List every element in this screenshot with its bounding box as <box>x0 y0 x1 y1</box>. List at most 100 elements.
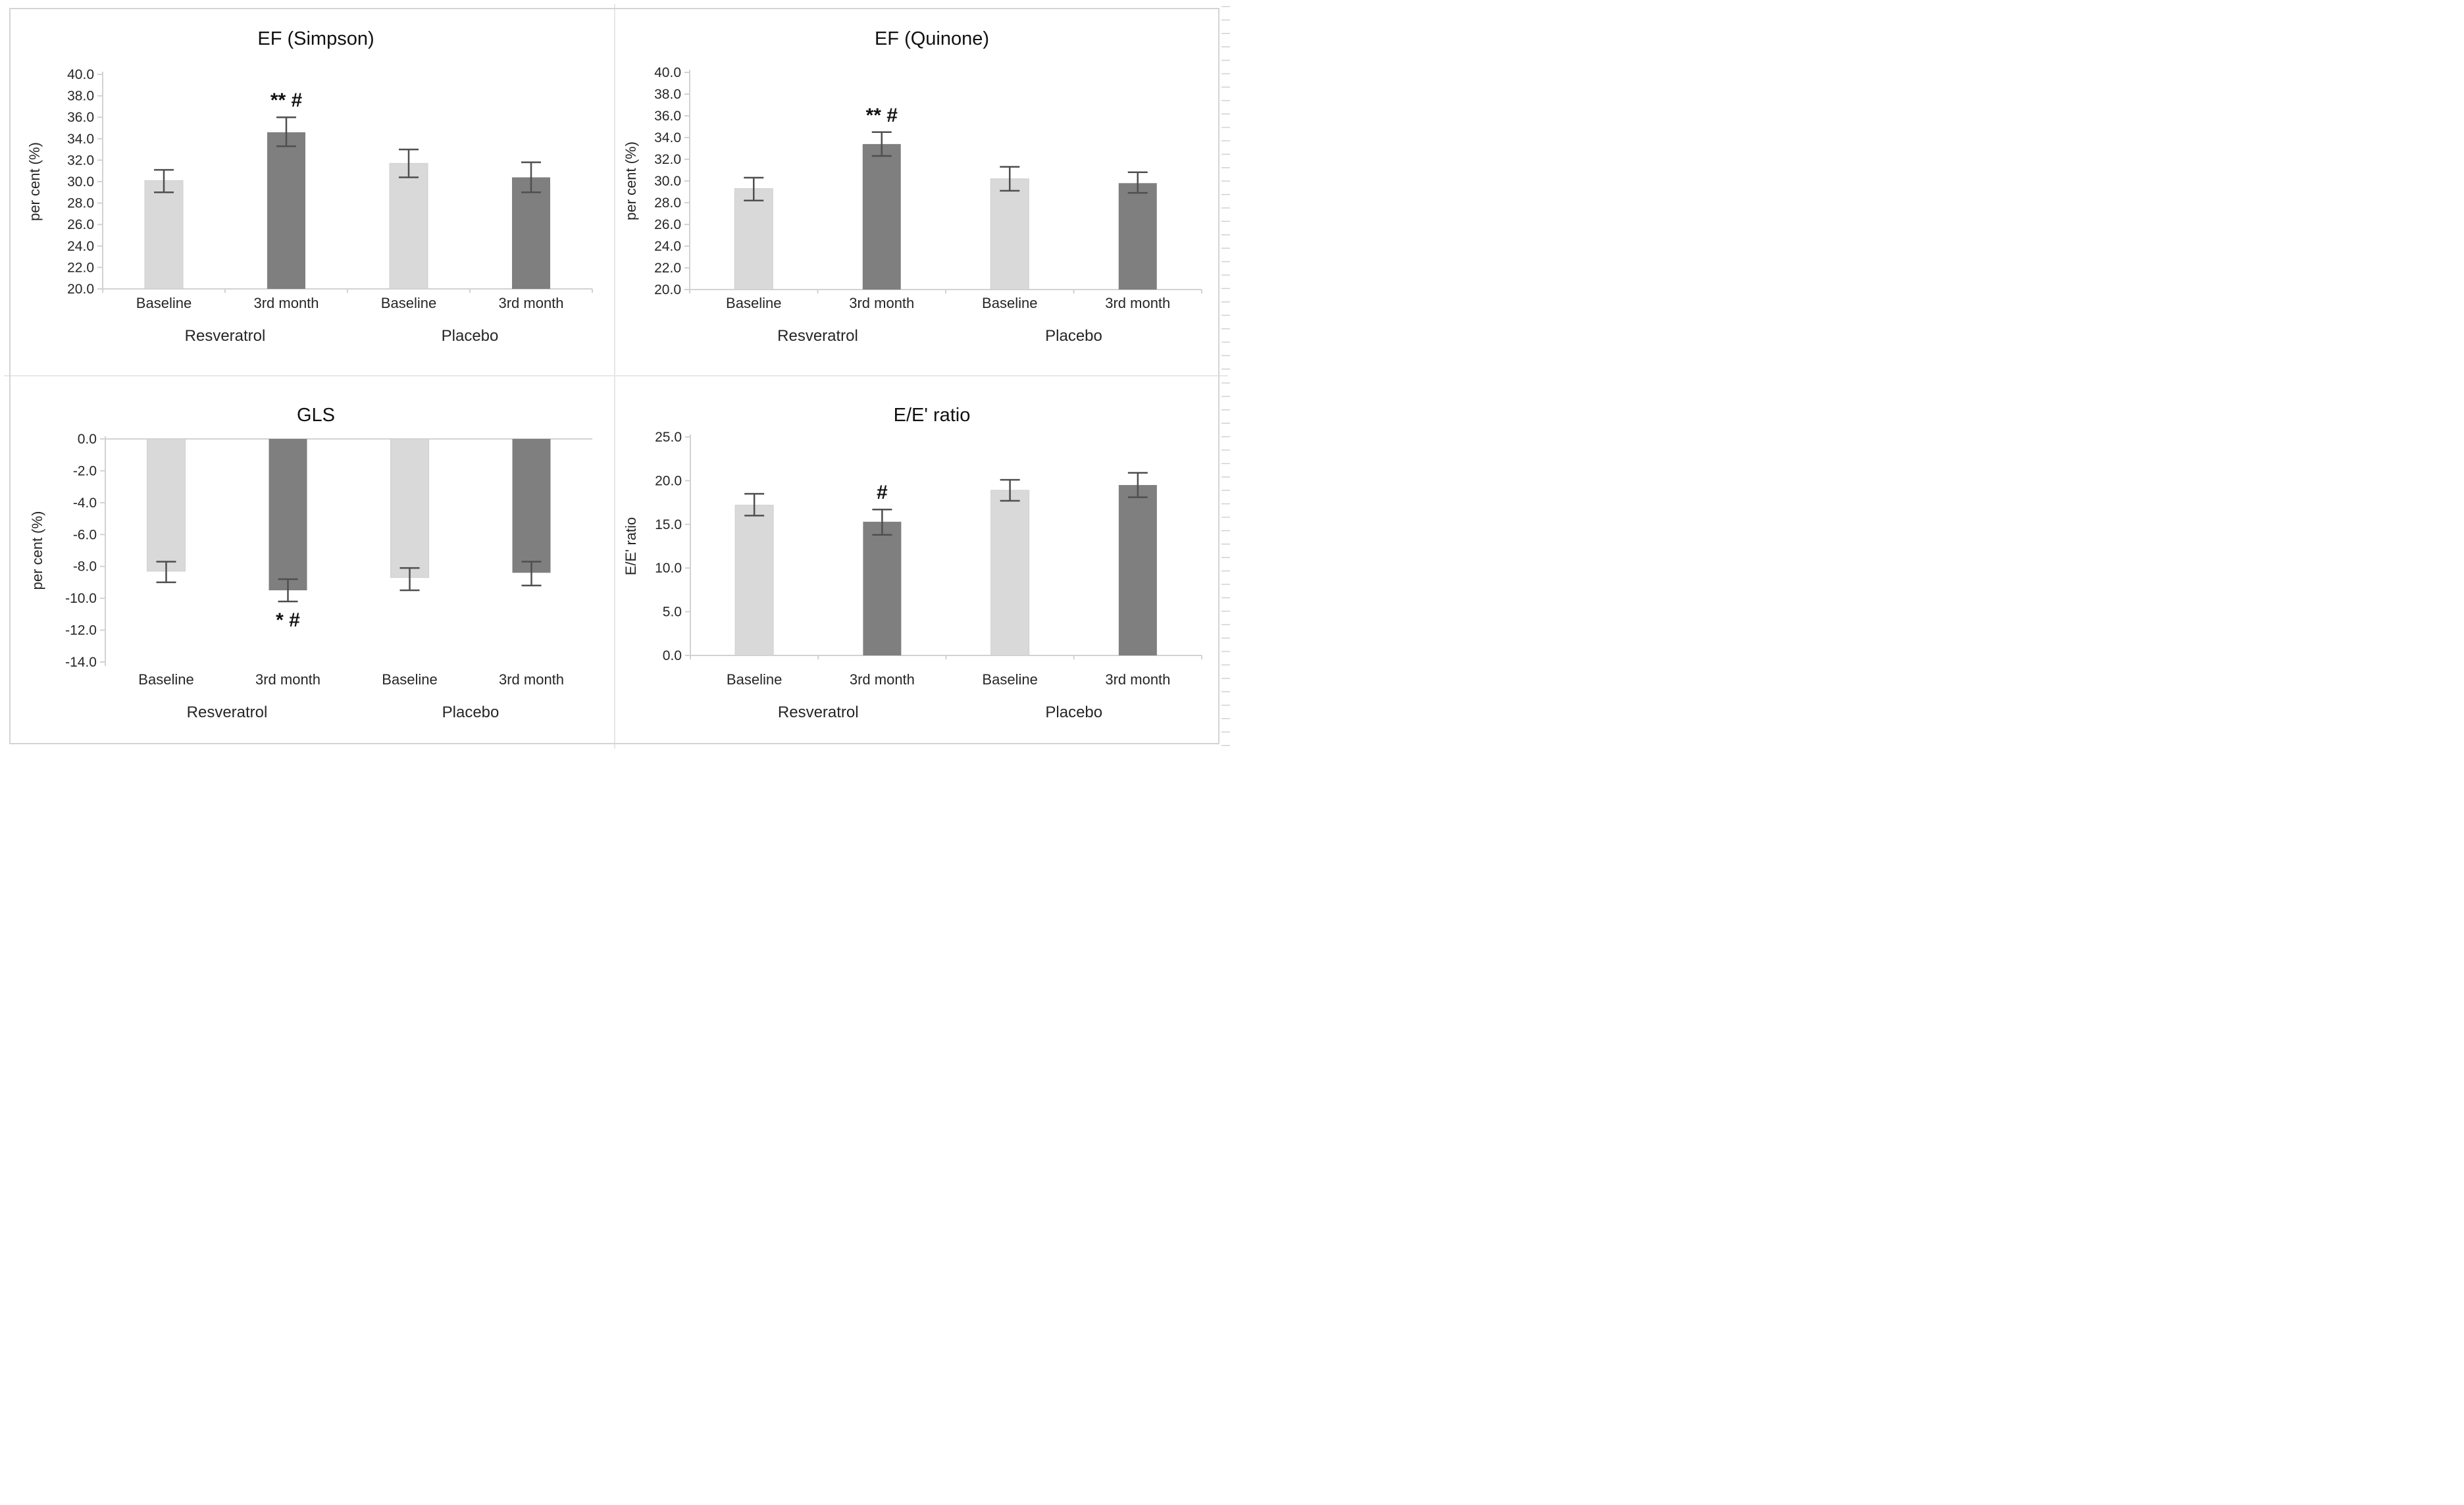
ee-ratio-chart: E/E' ratio E/E' ratio 25.0 20.0 15.0 10.0 5.0 0… <box>623 382 1230 746</box>
ef-simpson-chart: EF (Simpson) per cent (%) 40.0 38.0 36.0 34.0… <box>26 28 593 345</box>
y-tick-label: 30.0 <box>654 174 681 189</box>
y-tick-label: 32.0 <box>654 152 681 167</box>
y-tick-label: 10.0 <box>655 561 682 576</box>
y-tick-label: 20.0 <box>67 282 94 297</box>
y-tick-label: 32.0 <box>67 153 94 168</box>
category-label: 3rd month <box>849 295 914 311</box>
significance-annotation: * # <box>276 609 300 631</box>
chart-panel-ef-simpson: EF (Simpson) per cent (%) 40.0 38.0 36.0 34.0… <box>0 0 616 376</box>
category-label: 3rd month <box>850 671 915 688</box>
bar-baseline <box>734 188 773 290</box>
y-tick-label: 24.0 <box>654 239 681 254</box>
y-tick-label: 22.0 <box>654 261 681 276</box>
bar-3rd-month <box>1118 485 1157 655</box>
category-label: 3rd month <box>253 295 319 311</box>
bar-baseline <box>990 490 1030 656</box>
bar-3rd-month <box>269 439 307 591</box>
category-label: Baseline <box>382 671 437 688</box>
category-label: Baseline <box>136 295 192 311</box>
group-label-placebo: Placebo <box>1045 703 1102 721</box>
bar-3rd-month <box>267 132 305 289</box>
category-label: 3rd month <box>499 671 564 688</box>
bar-baseline <box>144 180 184 290</box>
y-axis-title: per cent (%) <box>623 141 639 220</box>
group-label-placebo: Placebo <box>442 703 500 721</box>
chart-title: GLS <box>297 405 335 426</box>
bar-baseline <box>389 163 428 290</box>
significance-annotation: # <box>877 482 888 503</box>
bar-baseline <box>734 505 774 656</box>
figure-panel-grid: EF (Simpson) per cent (%) 40.0 38.0 36.0 34.0… <box>0 0 1232 753</box>
y-tick-label: 28.0 <box>67 196 94 211</box>
category-label: Baseline <box>727 671 782 688</box>
panel-divider-vertical <box>614 4 615 749</box>
ef-quinone-chart: EF (Quinone) per cent (%) 40.0 38.0 36.0 34.0… <box>623 6 1230 370</box>
y-tick-label: 26.0 <box>654 217 681 232</box>
chart-title: EF (Quinone) <box>875 28 989 49</box>
category-label: 3rd month <box>1105 295 1170 311</box>
y-tick-label: -14.0 <box>65 655 97 670</box>
y-tick-label: 5.0 <box>663 605 682 620</box>
y-tick-label: 40.0 <box>654 65 681 80</box>
gls-chart: GLS per cent (%) 0.0 -2.0 -4.0 -6.0 -8.0 -10.0 -… <box>29 405 592 721</box>
category-label: Baseline <box>726 295 781 311</box>
significance-annotation: ** # <box>270 89 303 111</box>
group-label-resveratrol: Resveratrol <box>777 327 858 345</box>
y-tick-label: 30.0 <box>67 174 94 190</box>
bar-baseline <box>990 178 1029 290</box>
y-tick-label: 28.0 <box>654 195 681 211</box>
bar-baseline <box>390 438 429 578</box>
category-label: 3rd month <box>1105 671 1170 688</box>
y-tick-label: -6.0 <box>73 527 97 542</box>
y-tick-label: 38.0 <box>67 89 94 104</box>
y-tick-label: -4.0 <box>73 496 97 511</box>
y-axis-title: per cent (%) <box>26 142 43 221</box>
bar-3rd-month <box>862 143 901 290</box>
significance-annotation: ** # <box>866 105 898 126</box>
y-tick-label: 38.0 <box>654 87 681 102</box>
group-label-resveratrol: Resveratrol <box>778 703 859 721</box>
chart-panel-gls: GLS per cent (%) 0.0 -2.0 -4.0 -6.0 -8.0 -10.0 -… <box>0 376 616 753</box>
y-tick-label: 20.0 <box>655 473 682 488</box>
chart-panel-ef-quinone: EF (Quinone) per cent (%) 40.0 38.0 36.0 34.0… <box>616 0 1232 376</box>
y-tick-label: 24.0 <box>67 239 94 254</box>
bar-baseline <box>147 438 186 572</box>
y-tick-label: 34.0 <box>654 130 681 145</box>
category-label: Baseline <box>381 295 436 311</box>
y-tick-label: -12.0 <box>65 623 97 638</box>
bar-3rd-month <box>863 521 902 655</box>
y-tick-label: 15.0 <box>655 517 682 532</box>
chart-panel-ee-ratio: E/E' ratio E/E' ratio 25.0 20.0 15.0 10.0 5.0 0… <box>616 376 1232 753</box>
chart-title: EF (Simpson) <box>257 28 374 49</box>
category-label: Baseline <box>982 295 1037 311</box>
y-tick-label: 25.0 <box>655 430 682 445</box>
y-tick-label: 22.0 <box>67 260 94 275</box>
group-label-resveratrol: Resveratrol <box>187 703 268 721</box>
figure-echo-results: EF (Simpson) per cent (%) 40.0 38.0 36.0 34.0… <box>0 0 1232 753</box>
y-tick-label: 0.0 <box>663 648 682 663</box>
bar-3rd-month <box>512 177 550 289</box>
y-tick-label: 20.0 <box>654 282 681 297</box>
y-axis-title: E/E' ratio <box>623 517 639 576</box>
category-label: 3rd month <box>498 295 563 311</box>
y-axis-title: per cent (%) <box>29 511 45 590</box>
y-tick-label: 26.0 <box>67 217 94 232</box>
y-tick-label: -10.0 <box>65 591 97 606</box>
bar-3rd-month <box>512 439 551 573</box>
category-label: Baseline <box>982 671 1037 688</box>
y-tick-label: -2.0 <box>73 463 97 478</box>
bar-3rd-month <box>1118 183 1157 290</box>
y-tick-label: 0.0 <box>78 432 97 447</box>
category-label: 3rd month <box>255 671 321 688</box>
y-tick-label: 34.0 <box>67 132 94 147</box>
chart-title: E/E' ratio <box>894 405 971 426</box>
y-tick-label: 36.0 <box>67 110 94 125</box>
group-label-resveratrol: Resveratrol <box>185 327 266 345</box>
panel-divider-horizontal <box>4 375 1228 376</box>
group-label-placebo: Placebo <box>1045 327 1102 345</box>
y-tick-label: 36.0 <box>654 109 681 124</box>
y-tick-label: 40.0 <box>67 67 94 82</box>
category-label: Baseline <box>138 671 193 688</box>
group-label-placebo: Placebo <box>442 327 499 345</box>
y-tick-label: -8.0 <box>73 559 97 574</box>
